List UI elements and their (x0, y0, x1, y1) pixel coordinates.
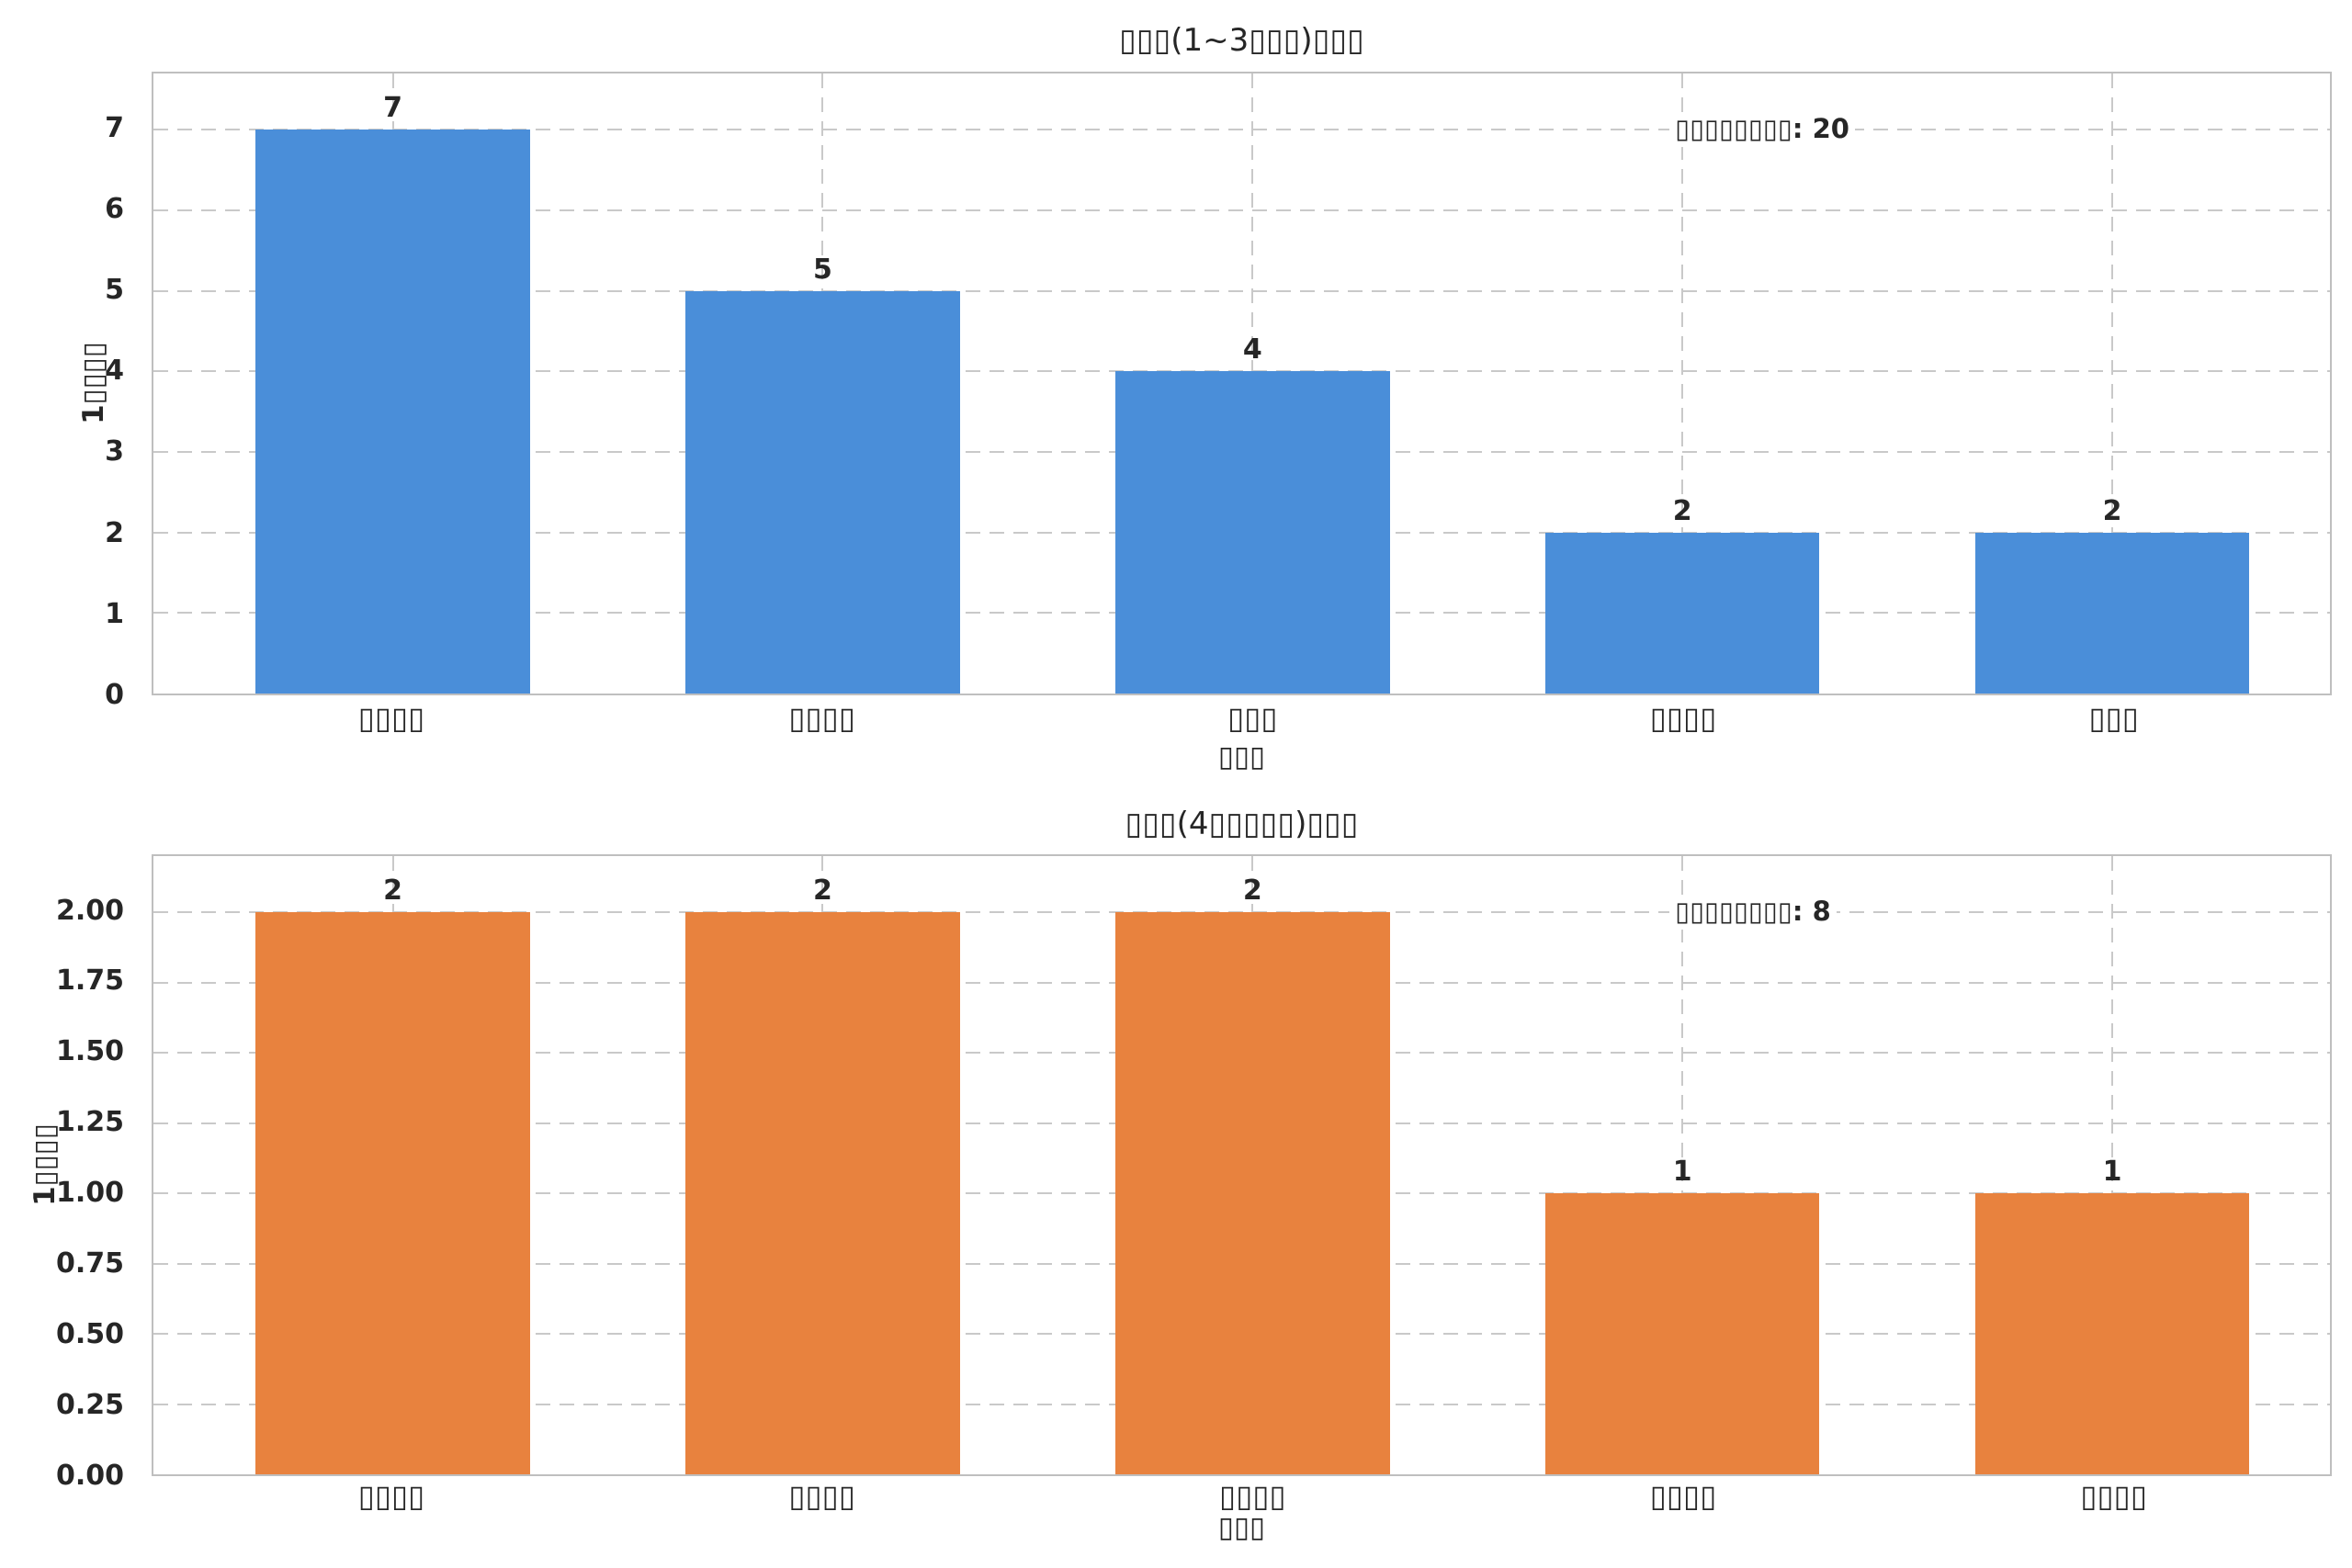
chart1-title: ▯▯▯(1~3▯▯▯)▯▯▯ (1119, 22, 1364, 59)
bar (685, 290, 960, 694)
y-tick-label: 0.25 (55, 1389, 124, 1422)
x-tick-label: ▯▯▯▯ (1219, 1478, 1286, 1514)
bar-value-label: 7 (383, 92, 403, 125)
bar (255, 912, 530, 1474)
bar (1544, 1193, 1820, 1474)
bar-value-label: 2 (1242, 874, 1262, 908)
y-tick-label: 0.75 (55, 1247, 124, 1280)
chart2-title: ▯▯▯(4▯▯▯▯▯)▯▯▯ (1125, 806, 1359, 842)
y-tick-label: 1.75 (55, 964, 124, 998)
chart2-x-tick-labels: ▯▯▯▯ ▯▯▯▯ ▯▯▯▯ ▯▯▯▯ ▯▯▯▯ (152, 1481, 2332, 1522)
bar-value-label: 5 (813, 253, 832, 286)
vertical-gridline (1681, 73, 1684, 694)
x-tick-label: ▯▯▯▯ (788, 700, 856, 736)
x-tick-label: ▯▯▯▯ (357, 1478, 425, 1514)
x-tick-label: ▯▯▯▯ (1649, 1478, 1717, 1514)
y-tick-label: 1.50 (55, 1035, 124, 1068)
chart2-x-axis-label: ▯▯▯ (1217, 1511, 1266, 1544)
horizontal-gridline (153, 289, 2330, 292)
y-tick-label: 6 (105, 192, 124, 225)
bar (1115, 371, 1390, 694)
chart1-x-axis-label: ▯▯▯ (1217, 740, 1266, 773)
y-tick-label: 0.50 (55, 1318, 124, 1351)
x-tick-label: ▯▯▯▯ (357, 700, 425, 736)
bar (685, 912, 960, 1474)
y-tick-label: 1.00 (55, 1177, 124, 1210)
y-tick-label: 7 (105, 111, 124, 144)
bar-value-label: 2 (1672, 494, 1692, 527)
bar-value-label: 1 (1672, 1156, 1692, 1189)
y-tick-label: 4 (105, 355, 124, 388)
y-tick-label: 0.00 (55, 1460, 124, 1492)
bar (1115, 912, 1390, 1474)
bar-value-label: 1 (2102, 1156, 2122, 1189)
bar (1974, 532, 2250, 694)
chart1-x-tick-labels: ▯▯▯▯ ▯▯▯▯ ▯▯▯ ▯▯▯▯ ▯▯▯ (152, 703, 2332, 744)
chart1-y-tick-labels: 0 1 2 3 4 5 6 7 (0, 72, 138, 708)
bar (1974, 1193, 2250, 1474)
y-tick-label: 3 (105, 435, 124, 468)
y-tick-label: 1.25 (55, 1106, 124, 1139)
chart2-y-tick-labels: 0.00 0.25 0.50 0.75 1.00 1.25 1.50 1.75 2.00 (0, 854, 138, 1489)
bar (255, 130, 530, 694)
vertical-gridline (1681, 856, 1684, 1474)
y-tick-label: 1 (105, 597, 124, 630)
bar-value-label: 2 (813, 874, 832, 908)
x-tick-label: ▯▯▯ (1227, 700, 1278, 736)
y-tick-label: 0 (105, 679, 124, 711)
bar-value-label: 2 (383, 874, 403, 908)
chart1-plot-area: 7 5 4 2 2 ▯▯▯▯▯▯▯▯: 20 (152, 72, 2332, 695)
bar-value-label: 2 (2102, 494, 2122, 527)
bar-value-label: 4 (1242, 333, 1262, 367)
vertical-gridline (2111, 856, 2114, 1474)
bar (1544, 532, 1820, 694)
chart2-plot-area: 2 2 2 1 1 ▯▯▯▯▯▯▯▯: 8 (152, 854, 2332, 1476)
total-annotation: ▯▯▯▯▯▯▯▯: 8 (1669, 895, 1837, 931)
y-tick-label: 5 (105, 274, 124, 307)
y-tick-label: 2 (105, 516, 124, 549)
x-tick-label: ▯▯▯▯ (1649, 700, 1717, 736)
total-annotation: ▯▯▯▯▯▯▯▯: 20 (1669, 112, 1855, 148)
x-tick-label: ▯▯▯▯ (2080, 1478, 2148, 1514)
x-tick-label: ▯▯▯ (2088, 700, 2139, 736)
x-tick-label: ▯▯▯▯ (788, 1478, 856, 1514)
horizontal-gridline (153, 129, 2330, 131)
vertical-gridline (2111, 73, 2114, 694)
horizontal-gridline (153, 209, 2330, 212)
y-tick-label: 2.00 (55, 894, 124, 927)
